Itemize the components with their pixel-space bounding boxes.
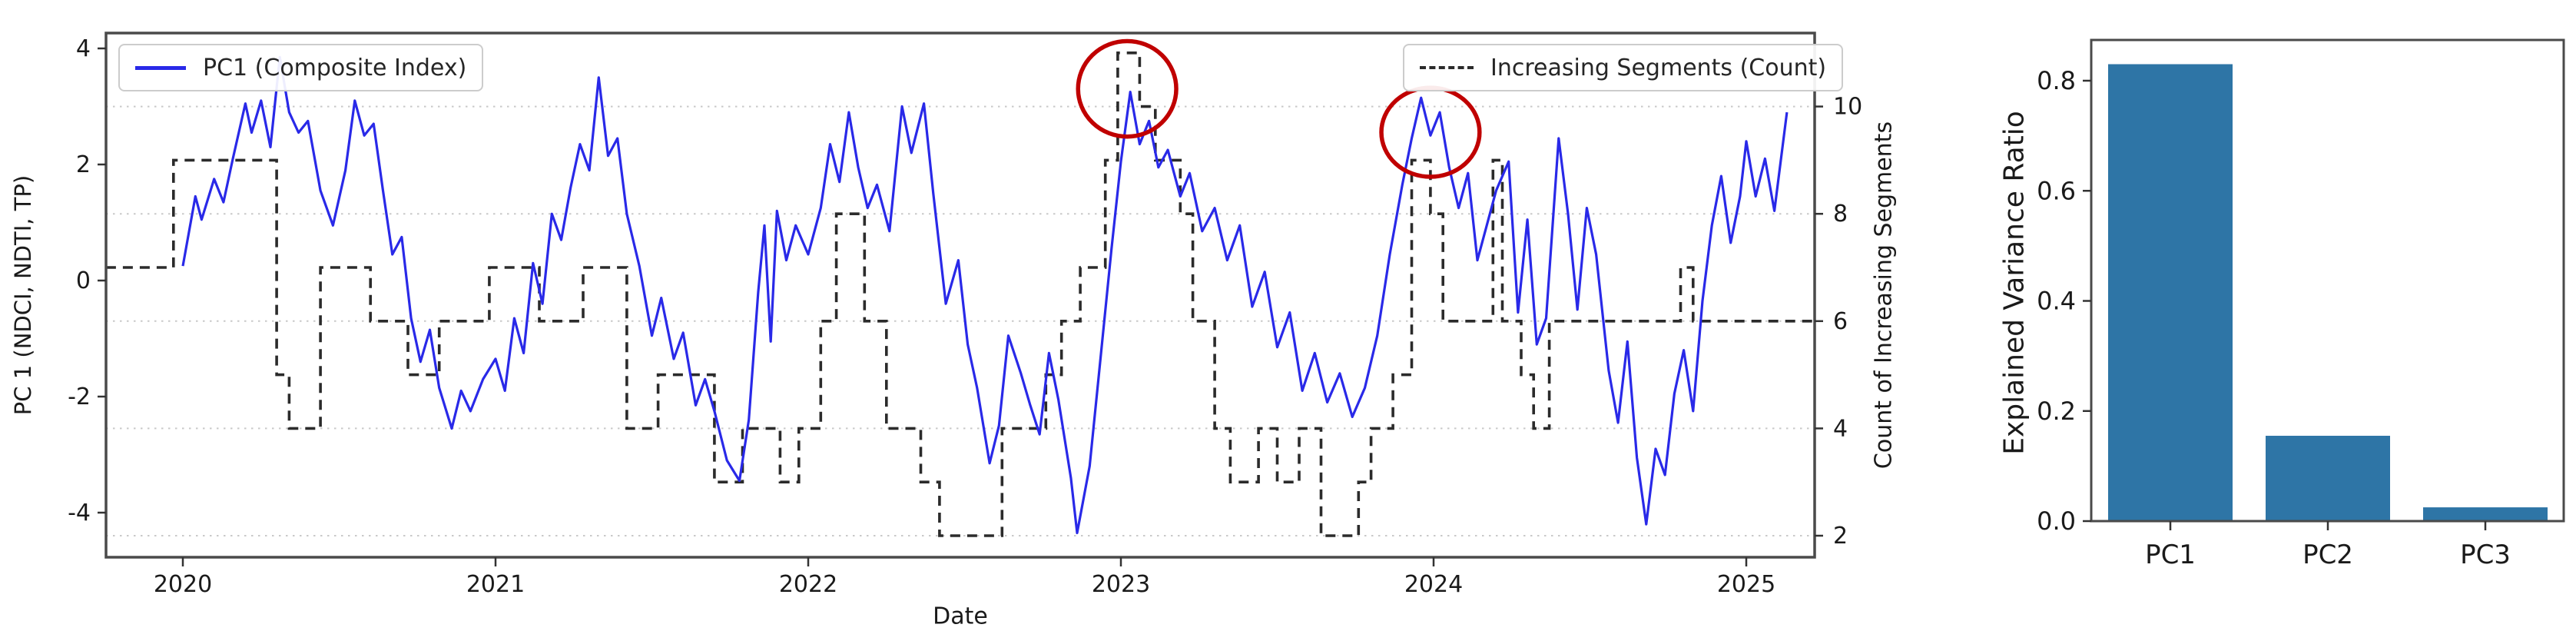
x-tick-label: 2021 — [466, 571, 525, 598]
legend-pc1: PC1 (Composite Index) — [118, 44, 484, 91]
left-y-tick-label: -2 — [68, 384, 91, 410]
right-y-axis-label: Count of Increasing Segments — [1870, 121, 1898, 470]
timeseries-panel-frame — [104, 32, 1816, 559]
left-y-axis-label: PC 1 (NDCI, NDTI, TP) — [10, 174, 36, 416]
annotation-ellipse — [1076, 38, 1179, 139]
left-y-tick-label: 2 — [76, 151, 91, 178]
left-y-tick-label: 0 — [76, 267, 91, 294]
bar-y-tick-label: 0.2 — [2037, 397, 2076, 426]
count-line — [105, 51, 1815, 537]
x-tick-label: 2022 — [779, 571, 837, 598]
x-axis-label: Date — [933, 603, 988, 630]
right-y-tick-label: 10 — [1833, 94, 1862, 121]
x-tick-label: 2023 — [1092, 571, 1150, 598]
bar-x-tick-label: PC2 — [2302, 540, 2353, 570]
left-y-tick-label: -4 — [68, 500, 91, 526]
bar-y-tick-label: 0.4 — [2037, 287, 2076, 316]
pc1-line — [181, 55, 1789, 535]
bar-pc1 — [2108, 64, 2233, 521]
x-tick-label: 2024 — [1404, 571, 1463, 598]
bar-y-axis-label: Explained Variance Ratio — [1998, 111, 2031, 455]
right-y-tick-label: 2 — [1833, 523, 1848, 550]
legend-pc1-label: PC1 (Composite Index) — [203, 54, 467, 81]
x-tick-label: 2020 — [154, 571, 212, 598]
bar-y-tick-label: 0.6 — [2037, 176, 2076, 205]
bar-y-tick-label: 0.0 — [2037, 506, 2076, 536]
count-line-swatch-icon — [1420, 66, 1474, 69]
bar-x-tick-label: PC1 — [2145, 540, 2196, 570]
bar-x-tick-label: PC3 — [2460, 540, 2511, 570]
bar-y-tick-label: 0.8 — [2037, 66, 2076, 95]
bar-pc3 — [2423, 507, 2548, 521]
legend-count-label: Increasing Segments (Count) — [1490, 54, 1827, 81]
legend-count: Increasing Segments (Count) — [1403, 44, 1844, 91]
pc1-line-swatch-icon — [135, 65, 186, 70]
right-y-tick-label: 6 — [1833, 308, 1848, 335]
bar-pc2 — [2266, 435, 2390, 521]
left-y-tick-label: 4 — [76, 35, 91, 62]
x-tick-label: 2025 — [1717, 571, 1775, 598]
right-y-tick-label: 4 — [1833, 415, 1848, 442]
right-y-tick-label: 8 — [1833, 201, 1848, 228]
